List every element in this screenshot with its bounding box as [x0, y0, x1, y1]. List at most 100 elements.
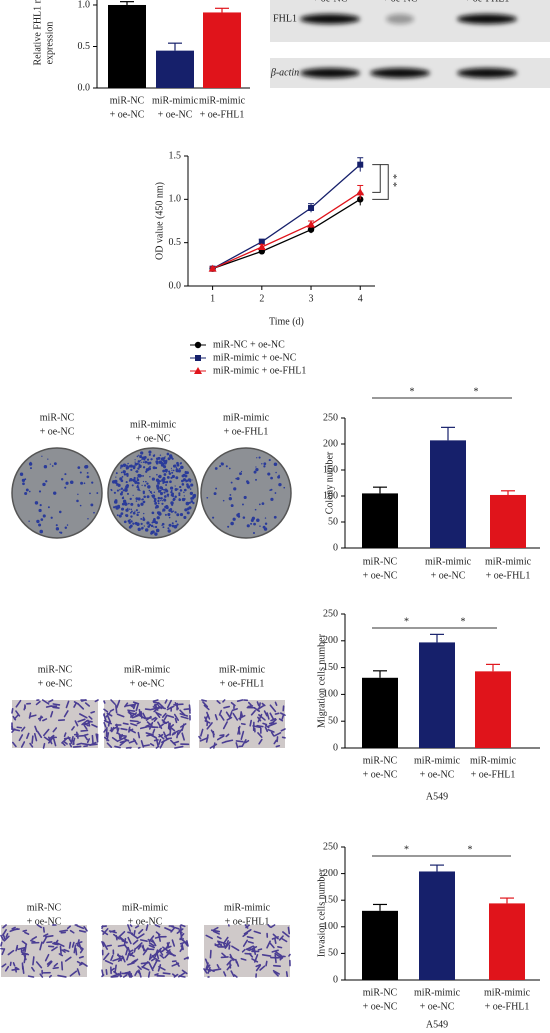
cell — [151, 716, 157, 721]
cell — [126, 952, 130, 961]
colony-dot — [119, 488, 121, 491]
cell — [76, 968, 81, 976]
colony-dot — [83, 482, 86, 485]
cell — [158, 738, 162, 745]
colony-dot — [165, 480, 169, 484]
colony-dot — [170, 476, 173, 479]
colony-dot — [169, 486, 174, 490]
cell — [18, 734, 24, 742]
cell — [207, 966, 211, 974]
cell — [127, 962, 135, 966]
cell — [46, 960, 52, 965]
cell — [157, 702, 164, 708]
cell — [101, 969, 104, 976]
colony-dot — [87, 517, 89, 520]
cell — [149, 953, 157, 960]
blot-band — [386, 14, 414, 24]
colony-dot — [137, 511, 139, 514]
colony-dot — [164, 468, 168, 473]
colony-dot — [167, 529, 171, 533]
cell — [39, 973, 44, 978]
colony-dot — [128, 508, 131, 510]
cell — [249, 719, 253, 727]
cell — [226, 964, 232, 971]
colony-dot — [40, 518, 44, 521]
cell — [162, 972, 171, 975]
colony-dot — [137, 527, 141, 532]
cell — [267, 728, 275, 733]
cell — [103, 708, 109, 713]
cell — [76, 924, 85, 930]
cell — [81, 719, 88, 726]
micrograph — [0, 924, 88, 978]
cell — [69, 929, 75, 934]
colony-dot — [41, 455, 43, 457]
cell — [138, 969, 142, 978]
colony-dot — [161, 478, 165, 482]
cell — [83, 733, 89, 737]
cell — [224, 739, 234, 743]
cell — [138, 928, 144, 935]
cell — [101, 940, 105, 948]
colony-dot — [175, 520, 178, 523]
x-tick-label: + oe-FHL1 — [471, 769, 516, 780]
cell — [280, 937, 288, 943]
colony-dot — [171, 474, 175, 479]
cell — [84, 735, 89, 741]
colony-dot — [36, 519, 40, 524]
colony-dot — [189, 488, 192, 490]
cell — [178, 975, 186, 978]
cell — [145, 924, 149, 931]
cell — [213, 742, 216, 749]
cell — [139, 939, 148, 942]
cell — [162, 946, 170, 953]
colony-dot — [45, 480, 48, 483]
cell — [102, 941, 108, 950]
cell — [118, 936, 125, 941]
cell — [161, 712, 167, 718]
cell — [248, 952, 254, 958]
cell — [73, 702, 77, 708]
cell — [125, 946, 129, 956]
colony-dot — [165, 489, 169, 493]
cell — [74, 947, 78, 956]
cell — [235, 742, 239, 749]
cell — [132, 714, 141, 719]
colony-dot — [38, 508, 42, 513]
cell — [206, 711, 211, 720]
colony-dot — [138, 454, 140, 456]
colony-dot — [114, 505, 118, 509]
cell — [124, 703, 134, 707]
colony-dot — [160, 492, 163, 496]
colony-dot — [175, 476, 179, 480]
cell — [128, 970, 131, 978]
cell — [31, 966, 35, 972]
colony-dot — [150, 458, 153, 461]
cell — [111, 736, 119, 743]
colony-dot — [178, 493, 181, 497]
blot-band — [457, 68, 517, 78]
bar — [490, 494, 526, 548]
cell — [35, 961, 43, 969]
colony-dot — [183, 515, 187, 520]
cell — [241, 948, 246, 953]
cell — [282, 931, 290, 938]
colony-dot — [155, 528, 160, 533]
cell — [122, 722, 129, 725]
y-tick-label: 50 — [328, 516, 338, 527]
cell — [249, 948, 256, 952]
colony-dot — [137, 488, 140, 491]
x-tick-label: miR-NC — [363, 755, 398, 766]
colony-dot — [125, 468, 128, 470]
cell — [132, 703, 136, 710]
colony-dot — [126, 466, 128, 468]
colony-dot — [118, 514, 122, 518]
cell — [173, 713, 180, 722]
cell — [204, 720, 211, 724]
colony-dot — [158, 512, 162, 516]
cell — [133, 947, 137, 953]
row-label: FHL1 — [273, 13, 297, 24]
cell — [11, 968, 19, 971]
y-tick-label: 150 — [323, 662, 338, 673]
y-tick-label: 0 — [333, 742, 338, 753]
